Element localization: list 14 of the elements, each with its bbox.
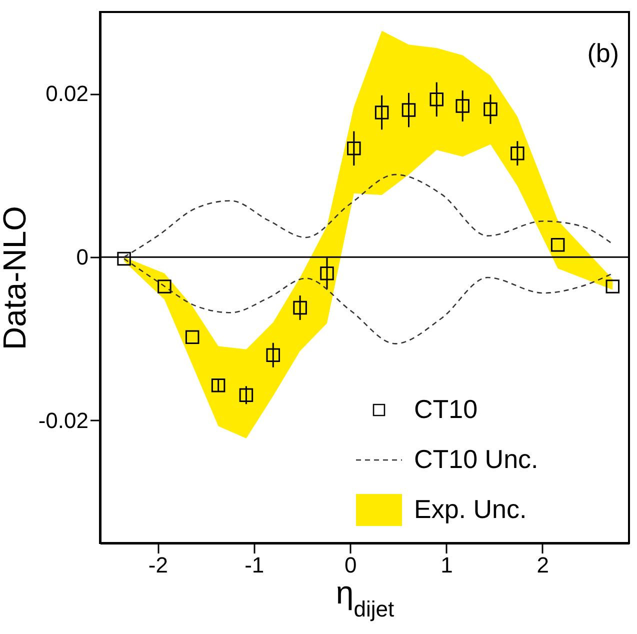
x-tick-label: 1 (440, 552, 453, 578)
annotation: (b) (587, 38, 619, 68)
legend-label: CT10 (414, 394, 478, 424)
x-tick-label: 0 (344, 552, 357, 578)
y-axis-title: Data-NLO (0, 206, 32, 350)
x-tick-label: -1 (244, 552, 264, 578)
y-tick-label: -0.02 (38, 408, 88, 433)
legend-label: CT10 Unc. (414, 444, 538, 474)
y-tick-label: 0.02 (46, 81, 88, 106)
x-axis-title: η$_{dijet}$ (336, 574, 394, 621)
x-tick-label: -2 (148, 552, 168, 578)
x-tick-label: 2 (536, 552, 550, 578)
legend-label: Exp. Unc. (414, 494, 527, 524)
y-tick-label: 0 (76, 244, 88, 270)
